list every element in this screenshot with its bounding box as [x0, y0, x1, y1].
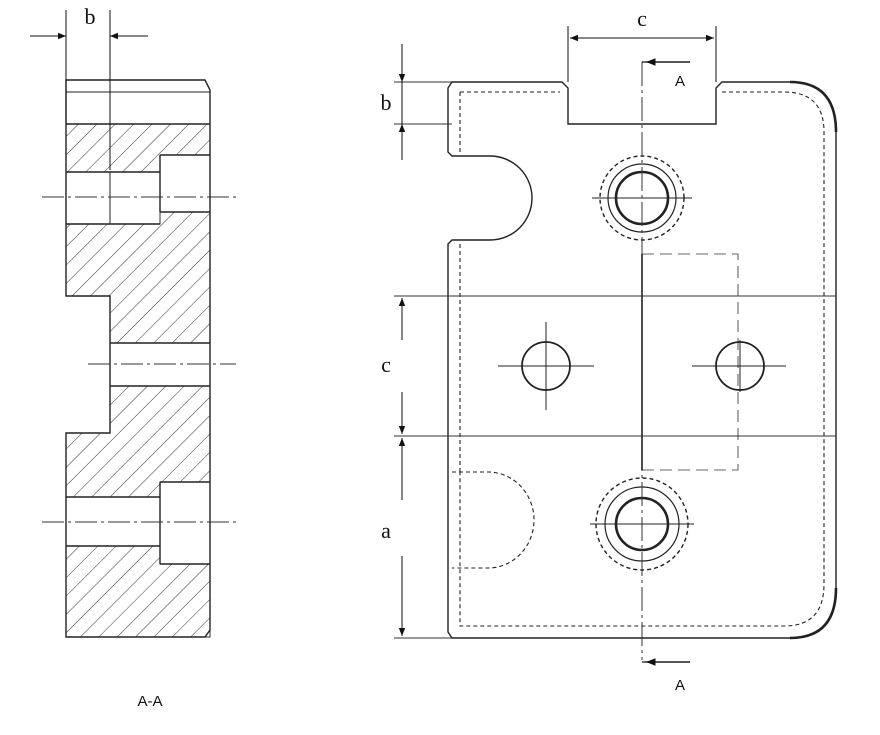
hidden-rectangle [642, 253, 739, 471]
corner-round-bottom [789, 587, 838, 640]
front-dim-b-label: b [381, 90, 392, 115]
section-hatching [65, 123, 211, 638]
section-marker-bottom: A [675, 677, 685, 694]
section-dim-b-label: b [85, 4, 96, 29]
front-view [394, 26, 838, 666]
section-hole-middle [110, 342, 210, 387]
section-hole-top [66, 154, 210, 225]
section-dimension-b [30, 10, 148, 170]
hidden-inner-outline [459, 91, 825, 627]
front-dim-c-side-label: c [381, 352, 391, 377]
section-centerlines [42, 196, 236, 523]
section-marker-top: A [675, 73, 685, 90]
section-view [30, 10, 236, 638]
section-caption: A-A [137, 693, 162, 710]
front-dimension-c-top [567, 26, 717, 82]
front-dim-a-label: a [381, 518, 391, 543]
section-hole-bottom [66, 481, 210, 565]
corner-round-top [789, 80, 838, 133]
reference-lines [394, 81, 836, 639]
section-outline [65, 79, 211, 638]
front-dim-c-top-label: c [637, 6, 647, 31]
hidden-bottom-recess [452, 471, 535, 569]
